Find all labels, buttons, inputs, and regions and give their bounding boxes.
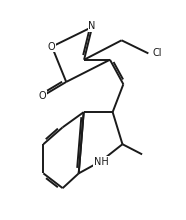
- Text: N: N: [88, 21, 96, 31]
- Text: Cl: Cl: [153, 48, 162, 58]
- Text: NH: NH: [94, 157, 108, 167]
- Text: O: O: [38, 91, 46, 101]
- Text: O: O: [47, 42, 55, 52]
